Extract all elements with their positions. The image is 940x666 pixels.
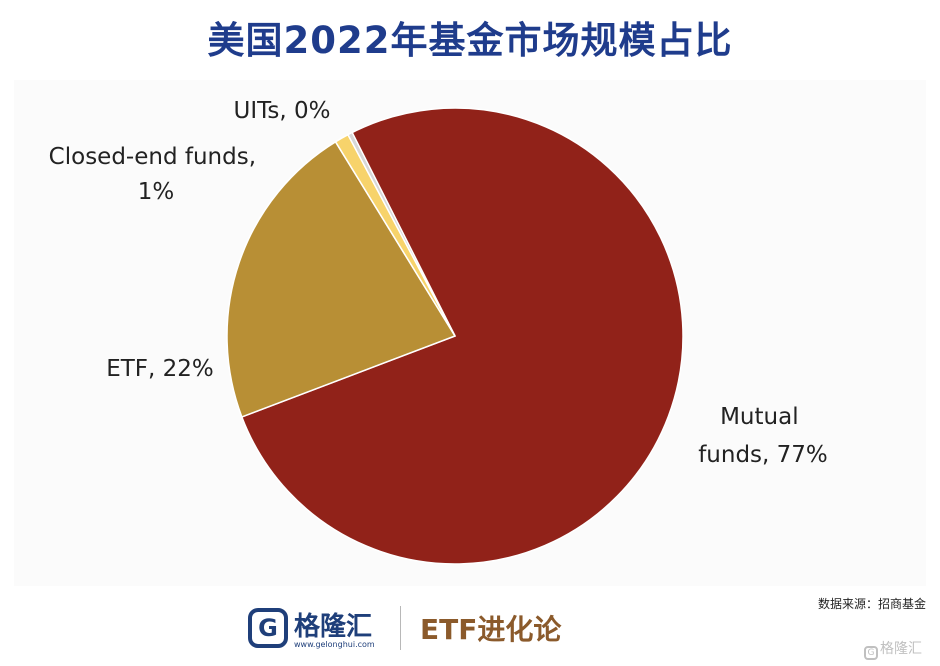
- data-source-note: 数据来源：招商基金: [817, 597, 926, 611]
- slice-label-etf: ETF, 22%: [106, 356, 214, 382]
- column-name: ETF进化论: [420, 613, 562, 646]
- slice-label-uits: UITs, 0%: [234, 98, 331, 124]
- watermark: G 格隆汇: [864, 638, 922, 660]
- chart-title: 美国2022年基金市场规模占比: [207, 19, 733, 62]
- chart-panel: Mutual funds, 77% ETF, 22% Closed-end fu…: [14, 80, 926, 586]
- brand-url: www.gelonghui.com: [294, 640, 375, 649]
- slice-label-closed-end-funds: Closed-end funds, 1%: [49, 144, 264, 205]
- pie-chart: Mutual funds, 77% ETF, 22% Closed-end fu…: [49, 98, 828, 565]
- watermark-text: 格隆汇: [880, 641, 922, 657]
- gelonghui-logo-icon: G: [248, 608, 288, 648]
- pie-slice-mutual-funds: [240, 107, 684, 565]
- watermark-logo-icon: G: [864, 646, 878, 660]
- slice-label-mutual-funds: Mutual funds, 77%: [698, 404, 828, 468]
- footer-divider: [400, 606, 401, 650]
- pie-slice-uits: [346, 131, 456, 337]
- pie-slice-etf: [226, 140, 457, 418]
- brand-name: 格隆汇: [294, 612, 373, 642]
